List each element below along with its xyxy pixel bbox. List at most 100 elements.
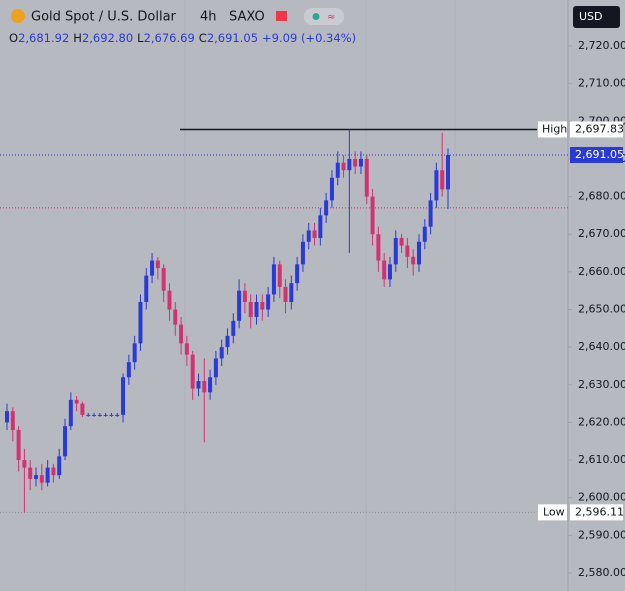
ohlc-l-label: L bbox=[137, 31, 144, 45]
candle-body bbox=[97, 414, 102, 416]
candle-body bbox=[173, 309, 178, 325]
candle-body bbox=[295, 264, 300, 284]
y-tick-label: 2,600.00 bbox=[578, 491, 625, 504]
candle-body bbox=[138, 301, 143, 344]
interval: 4h bbox=[200, 10, 217, 25]
candle-body bbox=[324, 200, 329, 216]
y-tick-label: 2,710.00 bbox=[578, 77, 625, 90]
candle-body bbox=[260, 301, 265, 310]
candle-body bbox=[92, 414, 97, 416]
candle-body bbox=[68, 399, 73, 427]
candle-body bbox=[231, 320, 236, 336]
candle-body bbox=[179, 324, 184, 344]
candle-body bbox=[266, 294, 271, 310]
candle-body bbox=[51, 467, 56, 476]
candle-body bbox=[347, 158, 352, 171]
ohlc-l: 2,676.69 bbox=[144, 31, 195, 45]
candle-body bbox=[399, 237, 404, 246]
candle-body bbox=[329, 177, 334, 201]
status-pill[interactable] bbox=[304, 8, 344, 25]
candle-body bbox=[225, 335, 230, 348]
candle-body bbox=[341, 162, 346, 171]
candle-body bbox=[335, 162, 340, 178]
candle-body bbox=[45, 467, 50, 483]
candle-body bbox=[393, 237, 398, 265]
candle-body bbox=[39, 475, 44, 483]
candle-body bbox=[283, 286, 288, 302]
candle-body bbox=[434, 170, 439, 201]
candle-body bbox=[63, 426, 68, 457]
candle-body bbox=[254, 301, 259, 318]
candle-body bbox=[132, 343, 137, 363]
candle-body bbox=[364, 158, 369, 197]
ohlc-h-label: H bbox=[73, 31, 82, 45]
candle-body bbox=[300, 241, 305, 265]
currency[interactable]: USD bbox=[579, 10, 603, 23]
candle-body bbox=[248, 301, 253, 318]
candle-body bbox=[358, 158, 363, 167]
symbol: Gold Spot / U.S. Dollar bbox=[31, 10, 177, 25]
high-tag-label: 2,697.83 bbox=[575, 122, 624, 135]
candle-body bbox=[10, 411, 15, 430]
y-tick-label: 2,660.00 bbox=[578, 265, 625, 278]
candle-body bbox=[144, 275, 149, 302]
candle-body bbox=[74, 399, 79, 404]
ohlc-o-label: O bbox=[9, 31, 18, 45]
ohlc-change: +9.09 (+0.34%) bbox=[262, 31, 356, 45]
candle-body bbox=[5, 411, 9, 423]
header: Gold Spot / U.S. Dollar 4h SAXO ≈ O2,681… bbox=[9, 8, 356, 45]
candle-body bbox=[109, 414, 114, 416]
candle-body bbox=[219, 347, 224, 359]
candle-body bbox=[376, 234, 381, 261]
candle-body bbox=[289, 283, 294, 302]
candle-body bbox=[428, 200, 433, 227]
candle-body bbox=[237, 290, 242, 321]
plot-area bbox=[0, 128, 568, 513]
candle-body bbox=[150, 260, 155, 276]
candle-body bbox=[126, 362, 131, 378]
candle-body bbox=[16, 429, 21, 461]
candle-body bbox=[440, 170, 445, 190]
candle-body bbox=[208, 377, 213, 393]
y-tick-label: 2,590.00 bbox=[578, 528, 625, 541]
candle-body bbox=[277, 264, 282, 287]
low-tag-label: 2,596.11 bbox=[575, 505, 624, 518]
candle-body bbox=[86, 414, 91, 416]
candle-body bbox=[202, 381, 207, 393]
candle-body bbox=[167, 290, 172, 310]
ohlc-h: 2,692.80 bbox=[82, 31, 133, 45]
candle-body bbox=[190, 354, 195, 389]
y-tick-label: 2,680.00 bbox=[578, 190, 625, 203]
candle-body bbox=[184, 343, 189, 355]
flag-icon[interactable] bbox=[276, 11, 287, 21]
last-price-tag bbox=[570, 146, 623, 163]
candle-body bbox=[196, 381, 201, 389]
candle-body bbox=[22, 460, 27, 468]
y-tick-label: 2,670.00 bbox=[578, 227, 625, 240]
candle-body bbox=[121, 377, 126, 415]
ohlc-o: 2,681.92 bbox=[18, 31, 69, 45]
y-tick-label: 2,650.00 bbox=[578, 303, 625, 316]
candle-body bbox=[80, 403, 85, 415]
high-tag bbox=[570, 121, 623, 138]
last-price-tag-label: 2,691.05 bbox=[575, 148, 624, 161]
candle-body bbox=[387, 264, 392, 280]
candle-body bbox=[213, 358, 218, 378]
candle-body bbox=[370, 196, 375, 235]
candle-body bbox=[115, 414, 120, 416]
candle-body bbox=[411, 256, 416, 265]
candle-body bbox=[446, 154, 450, 190]
candle-body bbox=[422, 226, 427, 242]
candle-body bbox=[405, 245, 410, 257]
y-tick-label: 2,620.00 bbox=[578, 415, 625, 428]
y-tick-label: 2,610.00 bbox=[578, 453, 625, 466]
status-dot bbox=[312, 13, 320, 20]
symbol-icon bbox=[11, 9, 25, 23]
high-name-box bbox=[538, 121, 567, 138]
status-icon: ≈ bbox=[327, 12, 335, 23]
ohlc-c: 2,691.05 bbox=[207, 31, 258, 45]
low-name: Low bbox=[543, 505, 565, 518]
ohlc-c-label: C bbox=[199, 31, 207, 45]
currency-button[interactable] bbox=[573, 6, 620, 28]
